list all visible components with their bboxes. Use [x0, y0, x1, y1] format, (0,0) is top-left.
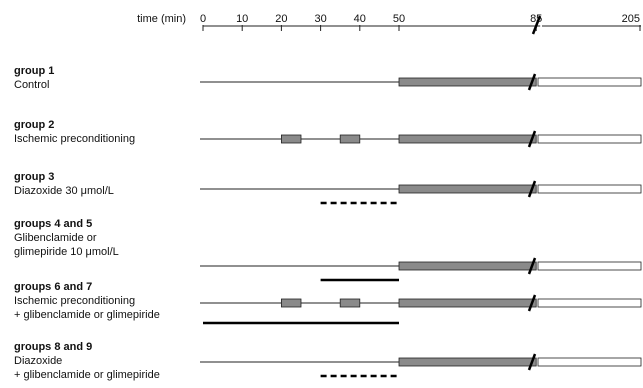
group-8-9-line-1: Diazoxide: [14, 355, 63, 367]
group-8-9-line-2: + glibenclamide or glimepiride: [14, 369, 160, 381]
group-4-5-title: groups 4 and 5: [14, 218, 93, 230]
group-1-line-1: Control: [14, 79, 50, 91]
group-row-2-ischemia-box: [398, 134, 537, 144]
group-row-5-break-mark: [527, 294, 537, 312]
group-row-2-reperfusion-box: [537, 134, 642, 144]
group-3-label: group 3 Diazoxide 30 μmol/L: [14, 170, 114, 198]
group-row-4-ischemia-box: [398, 261, 537, 271]
axis-tick-label: 205: [622, 13, 640, 25]
axis-tick-label: 20: [275, 13, 287, 25]
group-row-6-reperfusion-box: [537, 357, 642, 367]
group-row-4-reperfusion-box: [537, 261, 642, 271]
axis-tick-label: 40: [354, 13, 366, 25]
group-row-1-ischemia-box: [398, 77, 537, 87]
group-row-3-reperfusion-box: [537, 184, 642, 194]
group-4-5-label: groups 4 and 5 Glibenclamide or glimepir…: [14, 217, 119, 259]
group-row-6-break-mark: [527, 353, 537, 371]
group-row-2-preconditioning-box: [339, 134, 361, 144]
group-6-7-title: groups 6 and 7: [14, 281, 93, 293]
group-2-line-1: Ischemic preconditioning: [14, 133, 136, 145]
group-row-2-break-mark: [527, 130, 537, 148]
axis-tick-label: 10: [236, 13, 248, 25]
group-row-1-break-mark: [527, 73, 537, 91]
group-1-title: group 1: [14, 65, 55, 77]
group-8-9-title: groups 8 and 9: [14, 341, 93, 353]
group-3-title: group 3: [14, 171, 55, 183]
axis-title: time (min): [137, 13, 186, 25]
group-row-5-preconditioning-box: [280, 298, 302, 308]
axis-tick-label: 50: [393, 13, 405, 25]
group-row-3-ischemia-box: [398, 184, 537, 194]
group-row-2-preconditioning-box: [280, 134, 302, 144]
group-row-4-break-mark: [527, 257, 537, 275]
group-3-line-1: Diazoxide 30 μmol/L: [14, 185, 114, 197]
axis-break-mark: [531, 15, 542, 35]
group-row-3-break-mark: [527, 180, 537, 198]
group-6-7-label: groups 6 and 7 Ischemic preconditioning …: [14, 280, 160, 322]
axis-tick-label: 30: [314, 13, 326, 25]
group-row-6-ischemia-box: [398, 357, 537, 367]
group-1-label: group 1 Control: [14, 64, 54, 92]
group-4-5-line-1: Glibenclamide or: [14, 232, 97, 244]
group-row-1-reperfusion-box: [537, 77, 642, 87]
group-row-5-preconditioning-box: [339, 298, 361, 308]
group-6-7-line-1: Ischemic preconditioning: [14, 295, 136, 307]
group-4-5-line-2: glimepiride 10 μmol/L: [14, 246, 119, 258]
axis-tick-label: 0: [200, 13, 206, 25]
group-row-5-ischemia-box: [398, 298, 537, 308]
group-row-5-reperfusion-box: [537, 298, 642, 308]
group-2-label: group 2 Ischemic preconditioning: [14, 118, 135, 146]
group-8-9-label: groups 8 and 9 Diazoxide + glibenclamide…: [14, 340, 160, 382]
group-6-7-line-2: + glibenclamide or glimepiride: [14, 309, 160, 321]
group-2-title: group 2: [14, 119, 55, 131]
